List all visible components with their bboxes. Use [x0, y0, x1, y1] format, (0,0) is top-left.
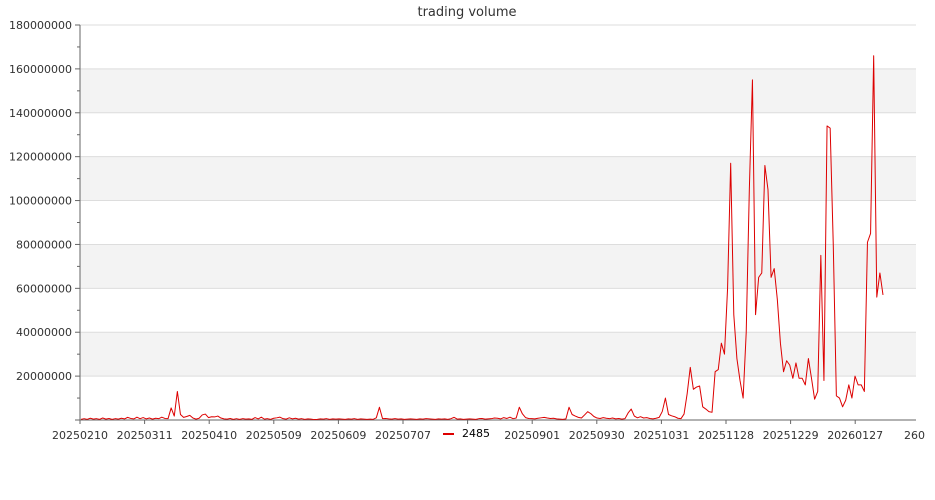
grid-band — [80, 332, 916, 377]
y-tick-label: 140000000 — [9, 107, 72, 120]
grid-lines — [80, 24, 916, 377]
grid-band — [80, 68, 916, 113]
x-tick-label: 260 — [904, 429, 925, 442]
x-tick-label: 20251229 — [763, 429, 819, 442]
x-tick-label: 20250707 — [375, 429, 431, 442]
x-tick-label: 20250901 — [504, 429, 560, 442]
x-tick-label: 20250930 — [569, 429, 625, 442]
x-tick-label: 20251128 — [698, 429, 754, 442]
y-tick-label: 40000000 — [16, 326, 72, 339]
chart-title: trading volume — [417, 5, 516, 20]
y-axis-ticks: 20000000 40000000 60000000 80000000 10000000… — [9, 19, 80, 421]
y-tick-label: 120000000 — [9, 151, 72, 164]
y-tick-label: 160000000 — [9, 63, 72, 76]
grid-band — [80, 244, 916, 289]
x-tick-label: 20250609 — [310, 429, 366, 442]
y-tick-label: 60000000 — [16, 282, 72, 295]
x-tick-label: 20250410 — [181, 429, 237, 442]
series-layer — [80, 55, 884, 421]
series-line-2485 — [80, 55, 884, 421]
x-tick-label: 20250210 — [52, 429, 108, 442]
x-tick-label: 20250311 — [117, 429, 173, 442]
y-tick-label: 20000000 — [16, 370, 72, 383]
y-tick-label: 80000000 — [16, 238, 72, 251]
y-tick-label: 100000000 — [9, 195, 72, 208]
x-tick-label: 20251031 — [633, 429, 689, 442]
grid-band — [80, 156, 916, 201]
legend-label: 2485 — [462, 427, 490, 440]
x-tick-label: 20250509 — [246, 429, 302, 442]
legend: 2485 — [443, 427, 490, 440]
y-tick-label: 180000000 — [9, 19, 72, 32]
x-axis-ticks: 20250210 20250311 20250410 20250509 20250609… — [52, 420, 925, 442]
x-tick-label: 20260127 — [827, 429, 883, 442]
grid-bands — [80, 68, 916, 377]
